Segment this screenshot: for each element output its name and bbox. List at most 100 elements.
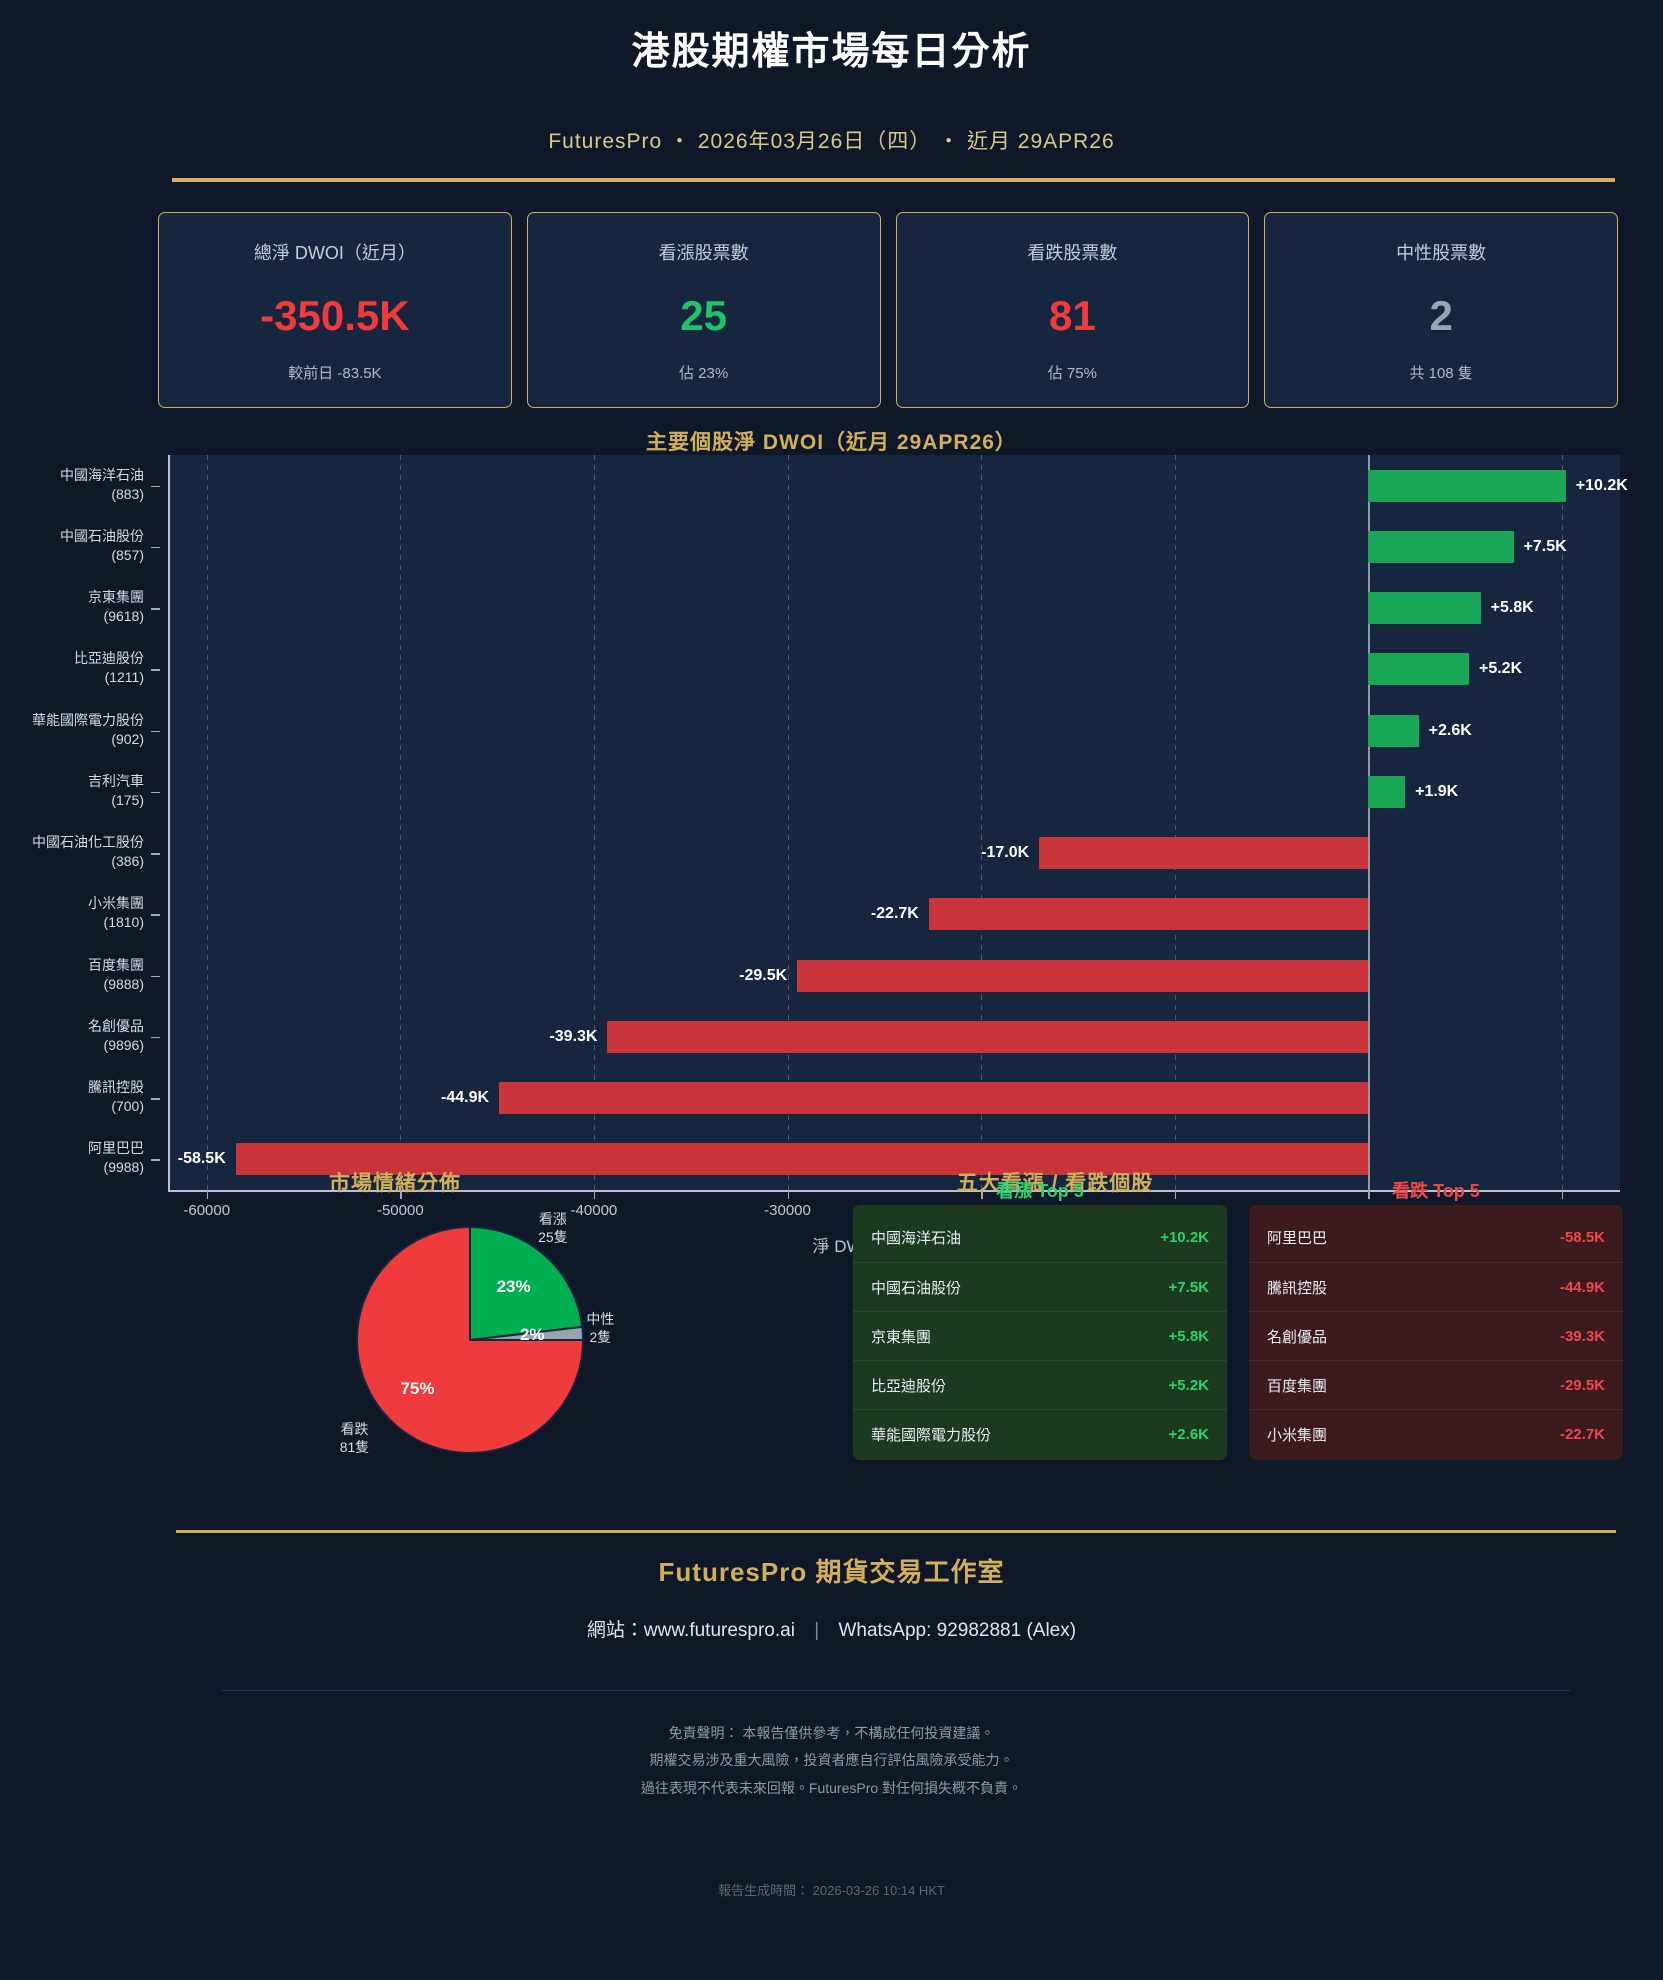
kpi-label: 總淨 DWOI（近月） bbox=[253, 243, 416, 263]
top5-row[interactable]: 中國石油股份 +7.5K bbox=[853, 1262, 1227, 1311]
top5-row[interactable]: 百度集團 -29.5K bbox=[1249, 1360, 1623, 1409]
kpi-label: 看跌股票數 bbox=[1027, 243, 1118, 263]
disclaimer-line: 免責聲明： 本報告僅供參考，不構成任何投資建議。 bbox=[668, 1725, 995, 1741]
page-subtitle: FuturesPro ・ 2026年03月26日（四） ・ 近月 29APR26 bbox=[548, 130, 1115, 153]
footer-website[interactable]: 網站：www.futurespro.ai bbox=[586, 1620, 795, 1641]
top5-row-value: +7.5K bbox=[1168, 1278, 1209, 1296]
y-axis-label: 華能國際電力股份 (902) bbox=[0, 711, 144, 749]
bar-value-label: -58.5K bbox=[177, 1150, 226, 1168]
top5-row-value: -39.3K bbox=[1559, 1327, 1605, 1345]
y-label-name: 華能國際電力股份 bbox=[32, 711, 144, 728]
kpi-card-bullish-count: 看漲股票數 25 佔 23% bbox=[526, 212, 881, 408]
y-label-code: (175) bbox=[111, 791, 144, 808]
x-axis-tick bbox=[400, 1190, 402, 1199]
y-axis-tick bbox=[151, 791, 160, 794]
top5-bullish-heading: 看漲 Top 5 bbox=[996, 1181, 1084, 1201]
chart-gridline bbox=[1561, 455, 1563, 1190]
y-label-code: (9988) bbox=[103, 1159, 144, 1176]
y-label-name: 名創優品 bbox=[88, 1017, 144, 1034]
y-axis-label: 中國海洋石油 (883) bbox=[0, 466, 144, 504]
bar-chart-y-axis: 中國海洋石油 (883) 中國石油股份 (857) 京東集團 (9618) 比亞迪股份 (12… bbox=[0, 455, 160, 1190]
top5-row[interactable]: 騰訊控股 -44.9K bbox=[1249, 1262, 1623, 1311]
pie-chart-title: 市場情緒分佈 bbox=[329, 1172, 461, 1195]
top5-row[interactable]: 京東集團 +5.8K bbox=[853, 1311, 1227, 1360]
top5-row-name: 騰訊控股 bbox=[1267, 1279, 1328, 1297]
y-axis-line bbox=[168, 455, 170, 1190]
y-axis-tick bbox=[151, 853, 160, 855]
footer-thin-divider bbox=[222, 1690, 1570, 1691]
bar bbox=[1368, 653, 1469, 686]
y-label-code: (700) bbox=[111, 1098, 144, 1115]
top5-row-name: 京東集團 bbox=[871, 1328, 932, 1346]
bar bbox=[928, 898, 1369, 931]
pie-percent-label: 2% bbox=[519, 1324, 545, 1344]
top5-row[interactable]: 阿里巴巴 -58.5K bbox=[1249, 1213, 1623, 1262]
x-axis-tick-label: -40000 bbox=[570, 1202, 618, 1219]
top5-row[interactable]: 小米集團 -22.7K bbox=[1249, 1409, 1623, 1458]
bar-value-label: -22.7K bbox=[870, 905, 919, 923]
bar-value-label: -39.3K bbox=[549, 1027, 598, 1045]
y-axis-label: 中國石油化工股份 (386) bbox=[0, 833, 144, 871]
bar-value-label: -44.9K bbox=[441, 1089, 490, 1107]
y-label-name: 騰訊控股 bbox=[88, 1079, 144, 1096]
kpi-label: 中性股票數 bbox=[1396, 243, 1487, 263]
disclaimer-line: 過往表現不代表未來回報。FuturesPro 對任何損失概不負責。 bbox=[640, 1779, 1023, 1796]
bar-chart-plot-area: +10.2K +7.5K +5.8K +5.2K +2.6K +1.9K -17.0K -22… bbox=[168, 455, 1628, 1190]
y-label-code: (1810) bbox=[103, 914, 144, 931]
footer-whatsapp[interactable]: WhatsApp: 92982881 (Alex) bbox=[838, 1620, 1077, 1641]
x-axis-tick bbox=[1561, 1190, 1564, 1199]
bar bbox=[1039, 837, 1369, 870]
y-axis-tick bbox=[151, 546, 160, 549]
bar bbox=[1368, 469, 1566, 502]
kpi-sublabel: 佔 75% bbox=[1047, 365, 1097, 382]
y-axis-tick bbox=[151, 485, 160, 488]
top5-panels: 看漲 Top 5 中國海洋石油 +10.2K 中國石油股份 +7.5K 京東集團 +5.8… bbox=[853, 1181, 1623, 1460]
top5-row-value: -22.7K bbox=[1559, 1425, 1605, 1443]
page-title: 港股期權市場每日分析 bbox=[631, 31, 1032, 73]
pie-slice bbox=[356, 1225, 585, 1454]
y-axis-tick bbox=[151, 730, 160, 733]
top5-row-value: +5.2K bbox=[1168, 1376, 1209, 1394]
pie-outside-label: 中性 2隻 bbox=[586, 1310, 614, 1346]
footer-separator: | bbox=[814, 1620, 820, 1641]
pie-outside-label: 看跌 81隻 bbox=[340, 1420, 370, 1456]
y-label-code: (9888) bbox=[103, 975, 144, 992]
top5-row[interactable]: 比亞迪股份 +5.2K bbox=[853, 1360, 1227, 1409]
bar bbox=[1368, 530, 1514, 563]
y-axis-tick bbox=[151, 1098, 160, 1100]
x-axis-tick-label: -30000 bbox=[764, 1202, 811, 1219]
x-axis-tick bbox=[787, 1190, 790, 1199]
top5-row[interactable]: 華能國際電力股份 +2.6K bbox=[853, 1409, 1227, 1458]
footer-generated-time: 報告生成時間： 2026-03-26 10:14 HKT bbox=[718, 1883, 945, 1898]
kpi-row: 總淨 DWOI（近月） -350.5K 較前日 -83.5K 看漲股票數 25 … bbox=[158, 212, 1618, 408]
top5-row[interactable]: 中國海洋石油 +10.2K bbox=[853, 1213, 1227, 1262]
y-label-code: (902) bbox=[111, 730, 144, 747]
kpi-sublabel: 佔 23% bbox=[679, 365, 729, 382]
y-axis-tick bbox=[151, 914, 160, 916]
bar-value-label: +10.2K bbox=[1575, 476, 1628, 494]
pie-label-name: 看漲 bbox=[538, 1210, 567, 1227]
y-label-code: (883) bbox=[111, 485, 144, 502]
y-label-name: 京東集團 bbox=[88, 589, 144, 606]
top5-row-name: 小米集團 bbox=[1267, 1426, 1328, 1444]
kpi-card-bearish-count: 看跌股票數 81 佔 75% bbox=[895, 212, 1250, 408]
y-label-code: (9896) bbox=[103, 1036, 144, 1053]
kpi-sublabel: 較前日 -83.5K bbox=[288, 365, 382, 382]
y-axis-label: 中國石油股份 (857) bbox=[0, 527, 144, 565]
y-label-code: (9618) bbox=[103, 608, 144, 625]
bar-value-label: -17.0K bbox=[981, 844, 1030, 862]
y-axis-label: 百度集團 (9888) bbox=[0, 956, 144, 994]
chart-gridline bbox=[981, 455, 983, 1190]
pie-label-name: 看跌 bbox=[340, 1421, 369, 1438]
y-label-name: 中國石油化工股份 bbox=[32, 834, 144, 851]
kpi-sublabel: 共 108 隻 bbox=[1409, 365, 1473, 382]
bar bbox=[235, 1143, 1369, 1176]
pie-outside-label: 看漲 25隻 bbox=[538, 1210, 568, 1246]
zero-line bbox=[1368, 455, 1371, 1190]
y-axis-tick bbox=[151, 975, 160, 978]
x-axis-tick bbox=[981, 1190, 983, 1199]
bar bbox=[499, 1082, 1369, 1115]
pie-percent-label: 75% bbox=[400, 1378, 435, 1398]
pie-label-name: 中性 bbox=[586, 1310, 615, 1327]
top5-row[interactable]: 名創優品 -39.3K bbox=[1249, 1311, 1623, 1360]
